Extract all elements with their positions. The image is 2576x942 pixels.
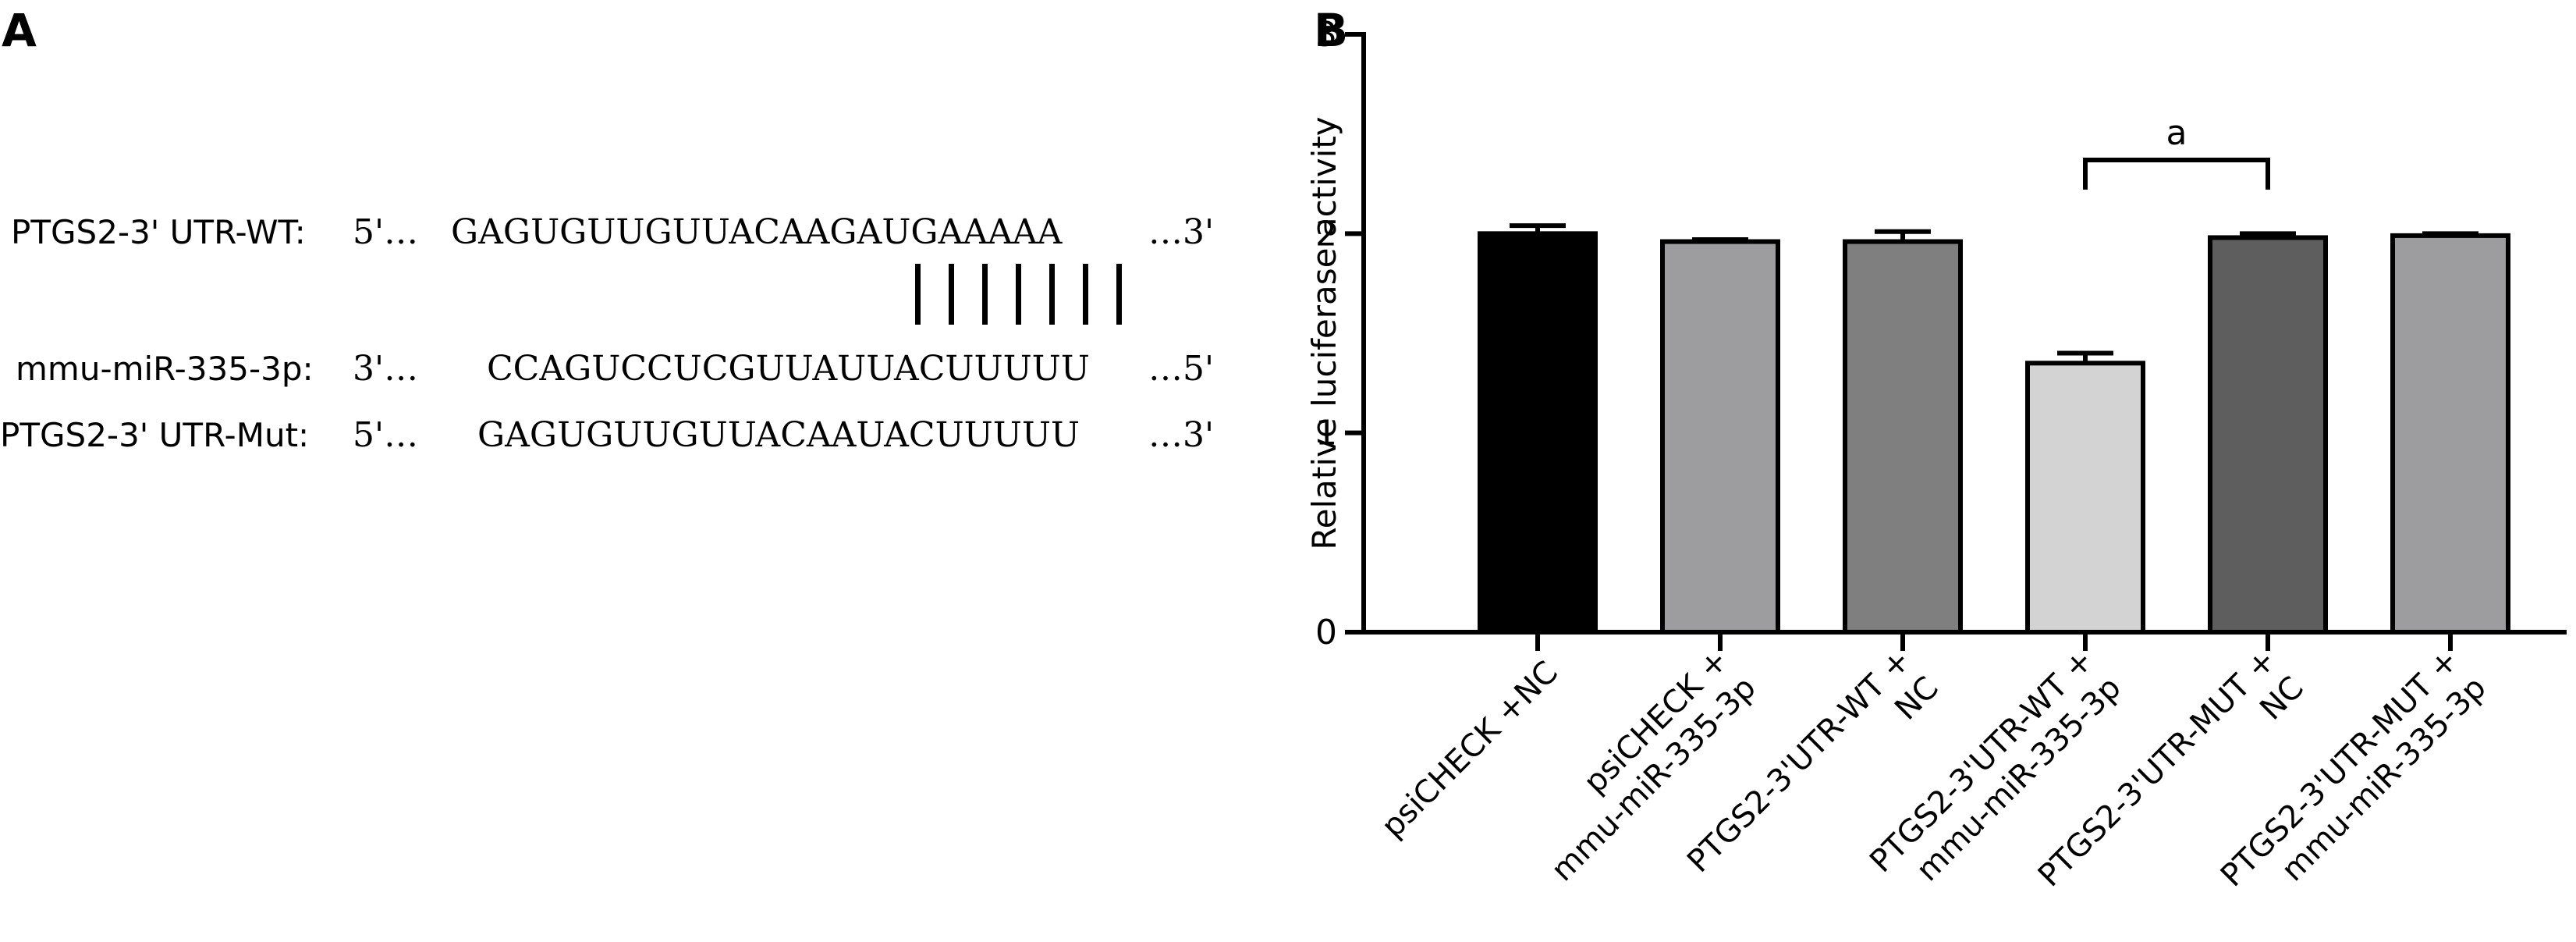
pairing-bar [982, 264, 988, 325]
pairing-bar [1083, 264, 1088, 325]
sequence-text: GAGUGUUGUUACAAUACUUUUU [477, 415, 1080, 455]
significance-bracket [2083, 158, 2270, 190]
sequence-three-prime: …3' [1148, 415, 1215, 455]
sequence-name: mmu-miR-335-3p: [16, 350, 314, 388]
y-axis-label: Relative luciferase activity [1305, 116, 1343, 549]
bar [1478, 231, 1598, 635]
pairing-bar [1016, 264, 1021, 325]
bar [1660, 239, 1780, 635]
x-tick-label-line: psiCHECK +NC [1375, 654, 1565, 844]
y-tick-label: 2 [1315, 214, 1337, 254]
bar [2390, 233, 2510, 635]
sequence-three-prime: …5' [1148, 349, 1215, 389]
x-tick-label: psiCHECK +NC [1375, 654, 1565, 844]
sequence-five-prime: 3'… [353, 349, 419, 389]
sequence-row-mirna: mmu-miR-335-3p: 3'… CCAGUCCUCGUUAUUACUUU… [0, 346, 1248, 393]
bar [1843, 239, 1963, 635]
pairing-bar [915, 264, 921, 325]
sequence-row-mut: PTGS2-3' UTR-Mut: 5'… GAGUGUUGUUACAAUACU… [0, 412, 1248, 459]
y-tick-label: 3 [1315, 15, 1337, 55]
sequence-text: GAGUGUUGUUACAAGAUGAAAAA [451, 212, 1063, 252]
y-tick-label: 0 [1315, 613, 1337, 652]
pairing-bar [949, 264, 954, 325]
sequence-text: CCAGUCCUCGUUAUUACUUUUU [487, 349, 1090, 389]
significance-label: a [2166, 113, 2187, 153]
sequence-name: PTGS2-3' UTR-WT: [11, 213, 306, 251]
sequence-five-prime: 5'… [353, 212, 419, 252]
panel-a-label: A [2, 4, 37, 57]
pairing-bar [1049, 264, 1055, 325]
sequence-three-prime: …3' [1148, 212, 1215, 252]
sequence-name: PTGS2-3' UTR-Mut: [0, 416, 310, 454]
pairing-bar [1116, 264, 1122, 325]
bar [2208, 235, 2328, 635]
bar [2025, 361, 2145, 635]
y-tick-label: 1 [1315, 414, 1337, 453]
panel-b-label: B [1314, 4, 1349, 57]
sequence-row-wt: PTGS2-3' UTR-WT: 5'… GAGUGUUGUUACAAGAUGA… [0, 209, 1248, 256]
sequence-five-prime: 5'… [353, 415, 419, 455]
